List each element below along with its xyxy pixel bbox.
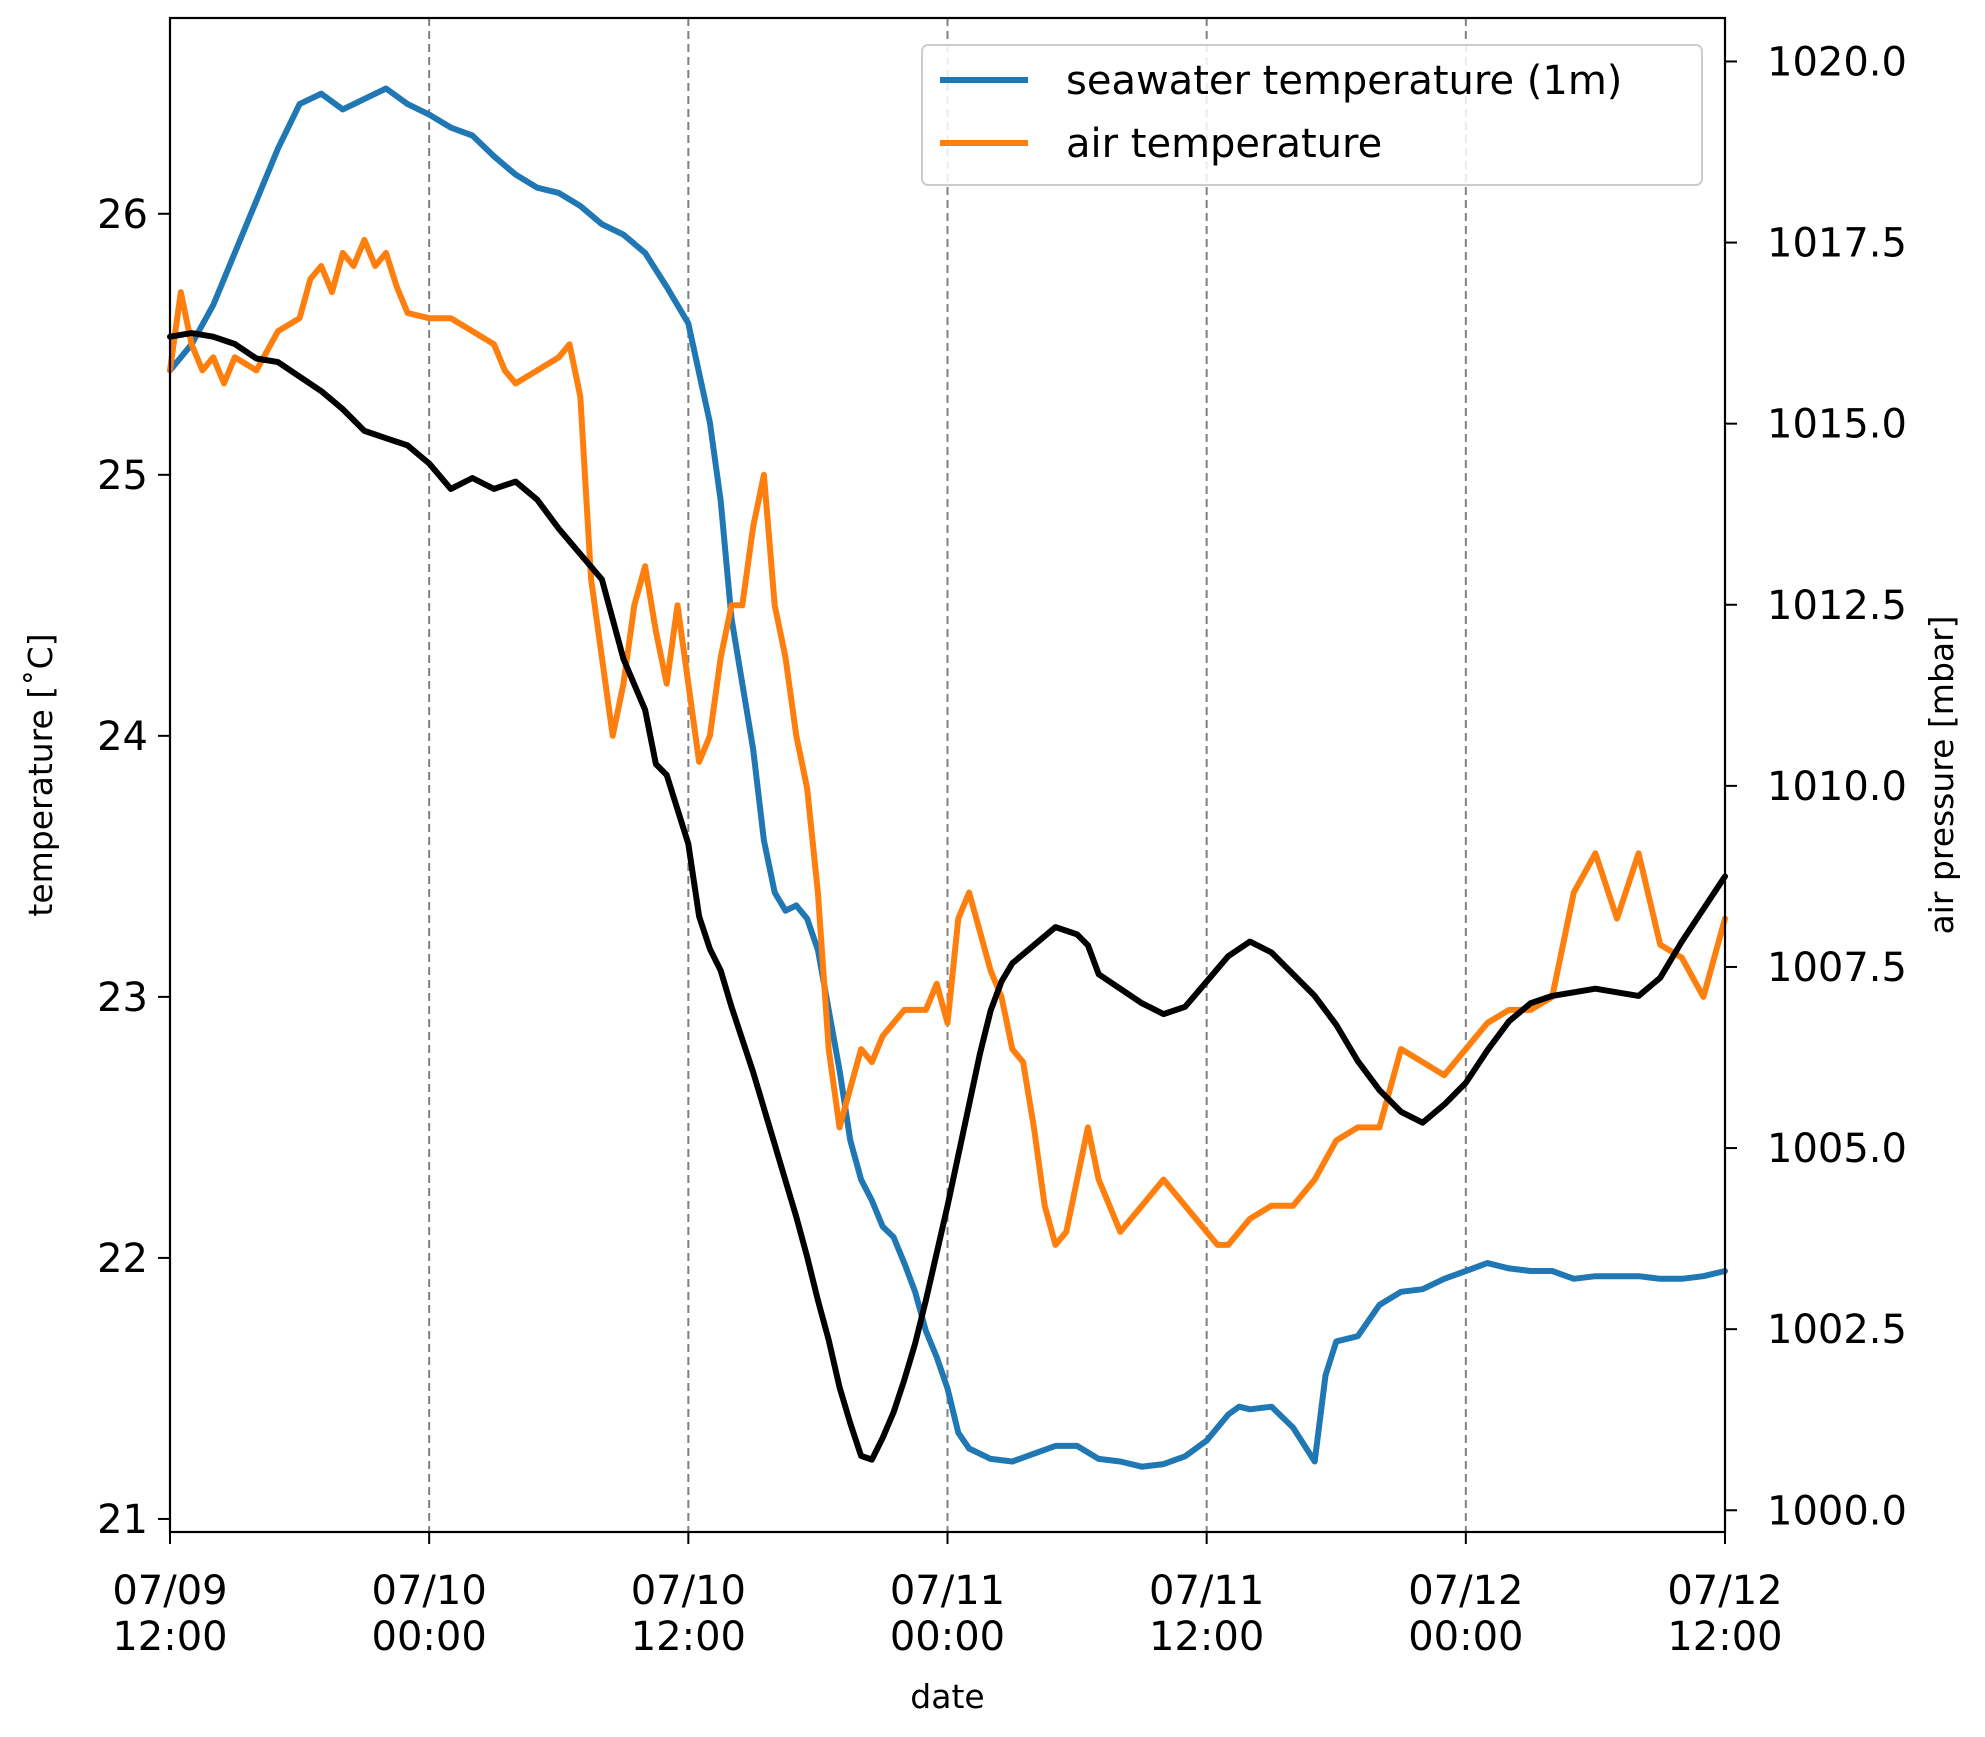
x-tick-label-time: 00:00 [372,1614,487,1660]
x-tick-label-date: 07/12 [1667,1568,1782,1614]
left-tick-label: 21 [97,1497,148,1543]
series-line-2 [167,330,1728,1463]
right-tick-label: 1005.0 [1767,1126,1907,1172]
x-tick-label-time: 12:00 [112,1614,227,1660]
right-tick-label: 1015.0 [1767,402,1907,448]
x-tick-label-date: 07/10 [372,1568,487,1614]
series-line-1 [167,236,1728,1248]
x-tick-label-date: 07/12 [1408,1568,1523,1614]
right-tick-label: 1017.5 [1767,221,1907,267]
x-axis-ticks: 07/0912:0007/1000:0007/1012:0007/1100:00… [112,1532,1783,1660]
x-tick-label-date: 07/09 [112,1568,227,1614]
x-tick-label-time: 00:00 [890,1614,1005,1660]
x-tick-label-time: 00:00 [1408,1614,1523,1660]
right-tick-label: 1010.0 [1767,764,1907,810]
x-tick-label-time: 12:00 [631,1614,746,1660]
x-tick-label-time: 12:00 [1667,1614,1782,1660]
right-tick-label: 1002.5 [1767,1307,1907,1353]
series-lines [167,85,1728,1470]
right-tick-label: 1000.0 [1767,1488,1907,1534]
right-axis-title: air pressure [mbar] [1922,615,1961,934]
left-axis-ticks: 21 22 23 24 25 26 [97,192,170,1543]
left-tick-label: 23 [97,975,148,1021]
right-axis-ticks: 1000.0 1002.5 1005.0 1007.5 1010.0 1012.5 1015… [1725,39,1907,1534]
x-tick-label-date: 07/10 [631,1568,746,1614]
x-tick-label-date: 07/11 [890,1568,1005,1614]
series-line-0 [167,85,1728,1470]
legend-box [921,44,1703,186]
left-tick-label: 26 [97,192,148,238]
x-axis-title: date [910,1677,984,1716]
gridlines [428,18,1467,1532]
legend: seawater temperature (1m) air temperatur… [921,44,1703,186]
right-tick-label: 1012.5 [1767,583,1907,629]
left-tick-label: 22 [97,1236,148,1282]
legend-label-air-temperature: air temperature [1066,121,1382,167]
x-tick-label-time: 12:00 [1149,1614,1264,1660]
left-tick-label: 25 [97,453,148,499]
right-tick-label: 1020.0 [1767,39,1907,85]
x-tick-label-date: 07/11 [1149,1568,1264,1614]
left-axis-title: temperature [˚C] [21,633,60,916]
right-tick-label: 1007.5 [1767,945,1907,991]
left-tick-label: 24 [97,714,148,760]
legend-label-seawater: seawater temperature (1m) [1066,58,1622,104]
